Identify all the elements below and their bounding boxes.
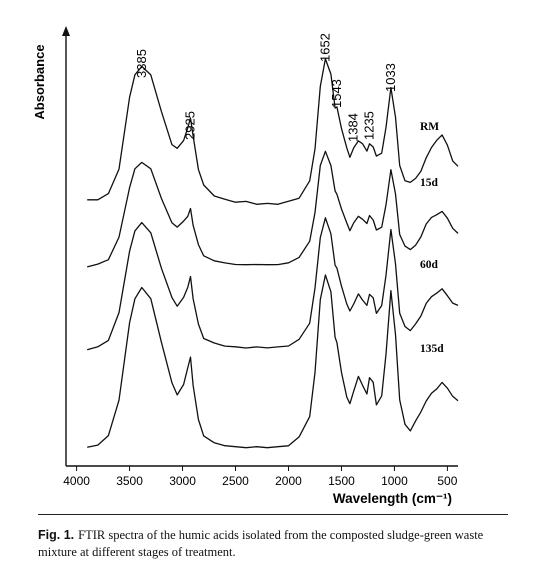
x-tick-label: 3000 (169, 474, 196, 488)
peak-label-1543: 1543 (329, 79, 344, 108)
series-label-15d: 15d (420, 177, 439, 189)
peak-label-3385: 3385 (134, 49, 149, 78)
y-axis-arrow (62, 26, 70, 36)
series-label-RM: RM (420, 121, 439, 133)
caption-separator (38, 514, 508, 515)
spectra (87, 58, 459, 449)
caption-text: FTIR spectra of the humic acids isolated… (38, 528, 484, 559)
peak-label-1235: 1235 (362, 111, 377, 140)
axes (62, 26, 458, 467)
spectrum-15d (87, 150, 459, 268)
peak-label-1033: 1033 (383, 63, 398, 92)
series-label-135d: 135d (420, 343, 444, 355)
x-tick-label: 3500 (116, 474, 143, 488)
ftir-chart: Absorbance Wavelength (cm⁻¹) 4000 3500 300… (32, 26, 459, 506)
spectrum-RM (87, 58, 459, 205)
caption-label: Fig. 1. (38, 528, 75, 542)
y-axis-label: Absorbance (32, 44, 47, 119)
spectrum-135d (87, 274, 459, 449)
spectrum-60d (87, 217, 459, 351)
peak-label-1652: 1652 (317, 33, 332, 62)
x-axis-label: Wavelength (cm⁻¹) (333, 491, 452, 506)
x-tick-label: 4000 (63, 474, 90, 488)
x-tick-label: 2000 (275, 474, 302, 488)
x-tick-label: 2500 (222, 474, 249, 488)
series-label-60d: 60d (420, 259, 439, 271)
x-ticks: 4000 3500 3000 2500 2000 1500 1000 500 (63, 466, 458, 488)
peak-label-1384: 1384 (346, 113, 361, 142)
peak-label-2925: 2925 (182, 111, 197, 140)
x-tick-label: 1500 (328, 474, 355, 488)
x-tick-label: 1000 (381, 474, 408, 488)
x-tick-label: 500 (437, 474, 457, 488)
series-labels: RM 15d 60d 135d (420, 121, 444, 355)
figure-caption: Fig. 1. FTIR spectra of the humic acids i… (38, 527, 508, 561)
